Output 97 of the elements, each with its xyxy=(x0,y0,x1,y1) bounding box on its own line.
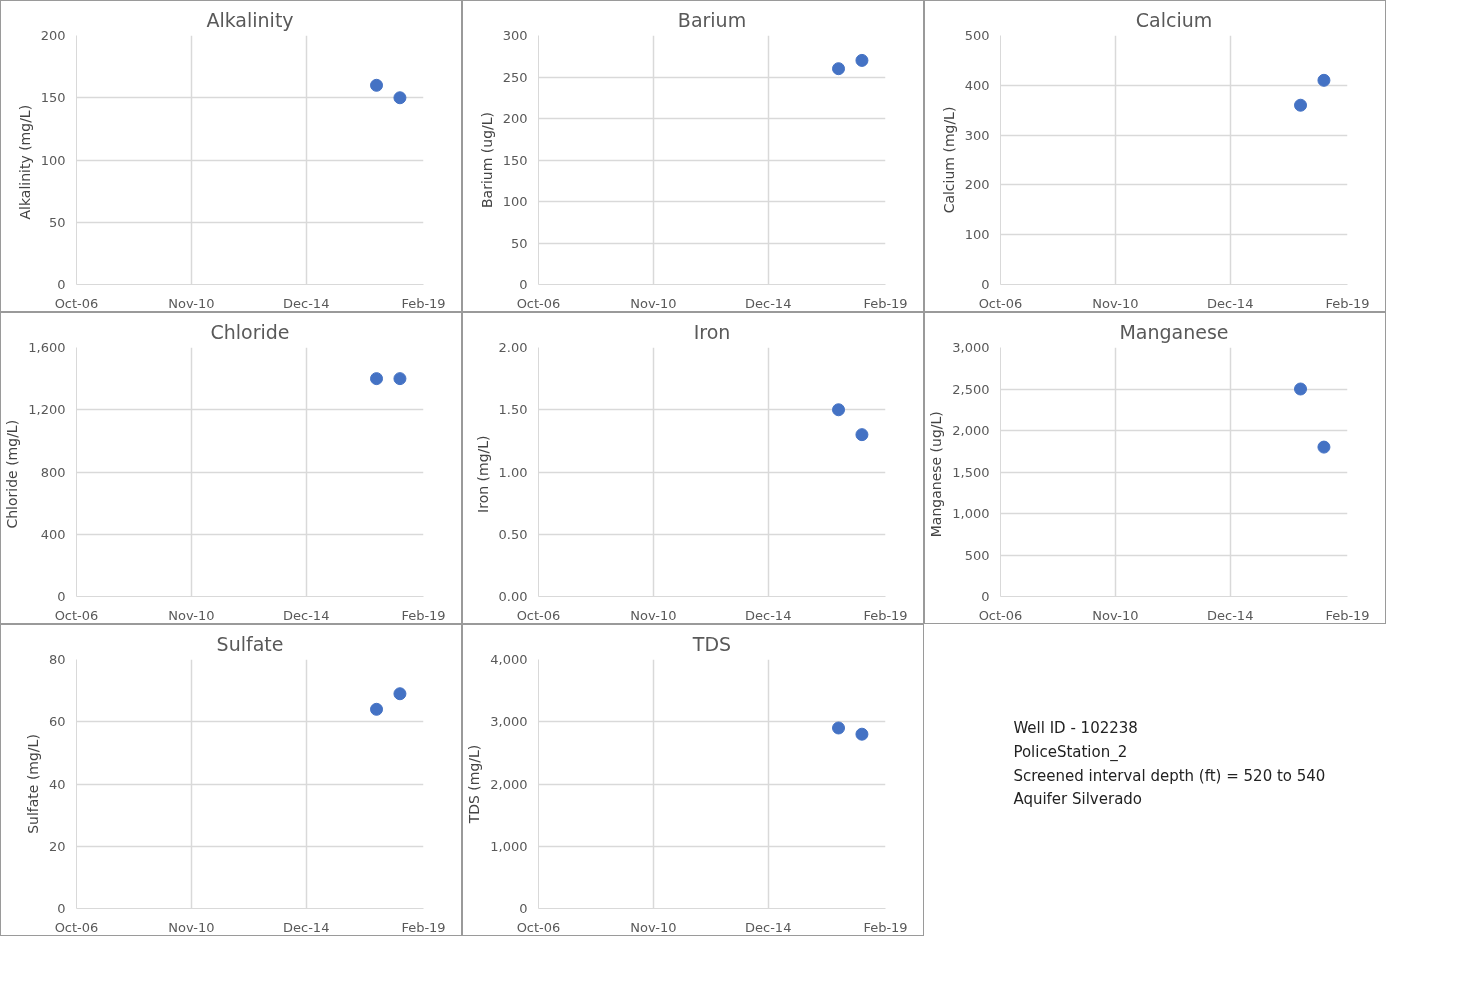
chart-title: Manganese xyxy=(1119,320,1229,343)
y-tick-label: 200 xyxy=(502,111,528,126)
x-tick-label: Dec-14 xyxy=(745,607,792,623)
y-tick-label: 50 xyxy=(48,214,66,230)
chart-title: Sulfate xyxy=(216,632,284,655)
x-tick-label: Nov-10 xyxy=(630,295,677,311)
y-axis-title: Barium (ug/L) xyxy=(478,112,495,208)
y-axis-title: Iron (mg/L) xyxy=(474,435,491,513)
y-tick-label: 2,000 xyxy=(952,423,990,438)
text: PoliceStation_2 xyxy=(1013,742,1128,762)
y-tick-label: 40 xyxy=(48,776,66,792)
x-tick-label: Dec-14 xyxy=(1207,295,1254,311)
y-tick-label: 1,600 xyxy=(28,340,66,355)
y-tick-label: 0 xyxy=(981,277,990,292)
y-tick-label: 400 xyxy=(40,526,66,542)
y-tick-label: 300 xyxy=(964,127,990,143)
chart-title: Iron xyxy=(693,320,731,343)
y-tick-label: 1,000 xyxy=(952,506,990,521)
y-tick-label: 2.00 xyxy=(498,340,528,355)
x-tick-label: Oct-06 xyxy=(54,295,99,311)
y-tick-label: 1,200 xyxy=(28,402,66,418)
y-tick-label: 3,000 xyxy=(952,340,990,355)
y-tick-label: 500 xyxy=(964,547,990,563)
x-tick-label: Nov-10 xyxy=(1092,295,1139,311)
y-tick-label: 0.50 xyxy=(498,526,528,542)
x-tick-label: Feb-19 xyxy=(401,919,446,935)
chart-title: Barium xyxy=(677,8,747,31)
y-tick-label: 2,000 xyxy=(490,776,528,792)
y-tick-label: 800 xyxy=(40,464,66,480)
y-tick-label: 100 xyxy=(40,152,66,168)
y-tick-label: 250 xyxy=(502,69,528,85)
chart-title: Calcium xyxy=(1135,8,1213,31)
y-axis-title: Manganese (ug/L) xyxy=(928,411,945,538)
text: Aquifer Silverado xyxy=(1013,790,1143,809)
y-tick-label: 3,000 xyxy=(490,714,528,730)
x-tick-label: Feb-19 xyxy=(1325,607,1370,623)
y-tick-label: 4,000 xyxy=(490,652,528,667)
x-tick-label: Feb-19 xyxy=(863,295,908,311)
y-tick-label: 200 xyxy=(964,177,990,193)
y-tick-label: 80 xyxy=(48,652,66,667)
x-tick-label: Nov-10 xyxy=(1092,607,1139,623)
x-tick-label: Feb-19 xyxy=(1325,295,1370,311)
y-tick-label: 150 xyxy=(40,90,66,106)
x-tick-label: Dec-14 xyxy=(745,919,792,935)
x-tick-label: Feb-19 xyxy=(863,919,908,935)
y-axis-title: TDS (mg/L) xyxy=(466,744,483,825)
x-tick-label: Feb-19 xyxy=(863,607,908,623)
chart-title: TDS xyxy=(691,632,732,655)
y-tick-label: 1.00 xyxy=(498,464,528,480)
chart-title: Chloride xyxy=(210,320,290,343)
x-tick-label: Nov-10 xyxy=(168,919,215,935)
y-tick-label: 100 xyxy=(964,227,990,243)
y-tick-label: 1.50 xyxy=(498,402,528,418)
y-tick-label: 0 xyxy=(57,277,66,292)
x-tick-label: Nov-10 xyxy=(168,607,215,623)
y-tick-label: 0.00 xyxy=(498,589,528,604)
x-tick-label: Nov-10 xyxy=(630,919,677,935)
text: Screened interval depth (ft) = 520 to 540 xyxy=(1013,766,1326,785)
x-tick-label: Dec-14 xyxy=(283,607,330,623)
y-tick-label: 500 xyxy=(964,28,990,43)
y-tick-label: 60 xyxy=(48,714,66,730)
x-tick-label: Dec-14 xyxy=(1207,607,1254,623)
x-tick-label: Oct-06 xyxy=(516,295,561,311)
y-tick-label: 0 xyxy=(57,901,66,916)
text: Well ID - 102238 xyxy=(1013,719,1138,738)
x-tick-label: Dec-14 xyxy=(745,295,792,311)
x-tick-label: Nov-10 xyxy=(630,607,677,623)
y-tick-label: 2,500 xyxy=(952,381,990,397)
y-tick-label: 0 xyxy=(519,277,528,292)
y-tick-label: 150 xyxy=(502,152,528,168)
x-tick-label: Feb-19 xyxy=(401,295,446,311)
x-tick-label: Oct-06 xyxy=(978,607,1023,623)
chart-title: Alkalinity xyxy=(206,8,294,31)
y-tick-label: 400 xyxy=(964,77,990,93)
y-tick-label: 0 xyxy=(981,589,990,604)
y-axis-title: Alkalinity (mg/L) xyxy=(16,104,33,220)
y-tick-label: 100 xyxy=(502,194,528,209)
y-tick-label: 0 xyxy=(519,901,528,916)
y-axis-title: Sulfate (mg/L) xyxy=(24,734,41,834)
y-axis-title: Calcium (mg/L) xyxy=(940,106,957,214)
x-tick-label: Dec-14 xyxy=(283,295,330,311)
y-tick-label: 20 xyxy=(48,838,66,854)
y-tick-label: 1,500 xyxy=(952,464,990,480)
y-tick-label: 200 xyxy=(40,28,66,43)
x-tick-label: Dec-14 xyxy=(283,919,330,935)
y-tick-label: 0 xyxy=(57,589,66,604)
y-tick-label: 50 xyxy=(510,235,528,251)
y-tick-label: 1,000 xyxy=(490,838,528,854)
x-tick-label: Nov-10 xyxy=(168,295,215,311)
y-axis-title: Chloride (mg/L) xyxy=(4,419,21,529)
x-tick-label: Oct-06 xyxy=(54,919,99,935)
x-tick-label: Feb-19 xyxy=(401,607,446,623)
x-tick-label: Oct-06 xyxy=(516,919,561,935)
x-tick-label: Oct-06 xyxy=(54,607,99,623)
y-tick-label: 300 xyxy=(502,28,528,43)
x-tick-label: Oct-06 xyxy=(516,607,561,623)
x-tick-label: Oct-06 xyxy=(978,295,1023,311)
